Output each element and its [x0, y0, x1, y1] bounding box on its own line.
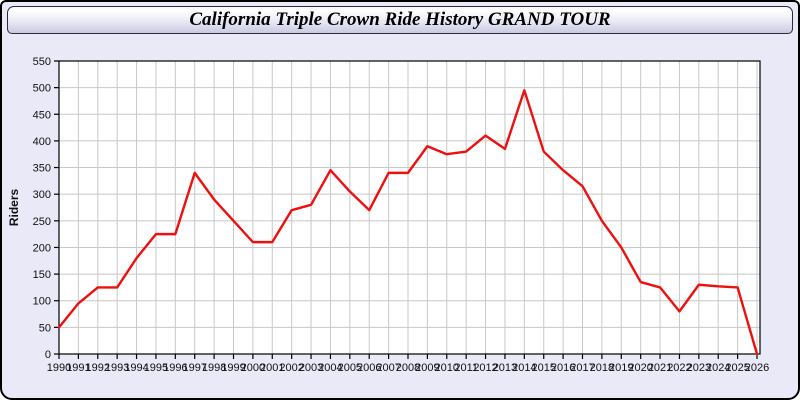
svg-text:2006: 2006	[357, 362, 381, 374]
svg-text:1993: 1993	[105, 362, 129, 374]
gridlines	[59, 60, 760, 354]
svg-text:2002: 2002	[279, 362, 303, 374]
svg-text:2021: 2021	[648, 362, 672, 374]
svg-text:500: 500	[33, 83, 51, 95]
title-bar: California Triple Crown Ride History GRA…	[7, 6, 793, 34]
svg-text:2018: 2018	[590, 362, 614, 374]
svg-text:2013: 2013	[493, 362, 517, 374]
svg-text:2008: 2008	[396, 362, 420, 374]
svg-text:50: 50	[39, 322, 51, 334]
svg-text:1995: 1995	[144, 362, 168, 374]
svg-text:1990: 1990	[47, 362, 71, 374]
svg-text:2025: 2025	[725, 362, 749, 374]
svg-text:400: 400	[33, 136, 51, 148]
svg-text:350: 350	[33, 163, 51, 175]
svg-text:2019: 2019	[609, 362, 633, 374]
svg-text:1996: 1996	[163, 362, 187, 374]
svg-text:2011: 2011	[454, 362, 478, 374]
svg-text:2012: 2012	[473, 362, 497, 374]
svg-text:2000: 2000	[241, 362, 265, 374]
svg-text:2004: 2004	[318, 362, 342, 374]
svg-text:2009: 2009	[415, 362, 439, 374]
svg-text:1998: 1998	[202, 362, 226, 374]
riders-series-line	[57, 89, 759, 356]
axes	[54, 60, 761, 359]
svg-text:300: 300	[33, 189, 51, 201]
y-tick-labels: 0 50 100 150 200 250 300 350 400 450 500 550	[33, 56, 51, 361]
svg-text:2022: 2022	[667, 362, 691, 374]
svg-text:200: 200	[33, 242, 51, 254]
svg-text:550: 550	[33, 56, 51, 68]
svg-text:2014: 2014	[512, 362, 536, 374]
svg-text:1991: 1991	[66, 362, 90, 374]
svg-text:2015: 2015	[531, 362, 555, 374]
svg-text:1997: 1997	[182, 362, 206, 374]
y-axis-label: Riders	[7, 189, 21, 227]
svg-text:0: 0	[45, 349, 51, 361]
svg-text:1994: 1994	[124, 362, 148, 374]
svg-text:2010: 2010	[435, 362, 459, 374]
svg-text:450: 450	[33, 109, 51, 121]
svg-text:2023: 2023	[687, 362, 711, 374]
svg-text:100: 100	[33, 296, 51, 308]
svg-text:150: 150	[33, 269, 51, 281]
svg-text:2024: 2024	[706, 362, 730, 374]
plot-background	[59, 61, 760, 354]
svg-text:2016: 2016	[551, 362, 575, 374]
svg-text:1992: 1992	[86, 362, 110, 374]
page-title: California Triple Crown Ride History GRA…	[189, 9, 611, 30]
svg-text:2017: 2017	[570, 362, 594, 374]
svg-text:2005: 2005	[338, 362, 362, 374]
svg-text:2026: 2026	[745, 362, 769, 374]
x-tick-labels: 1990199119921993199419951996199719981999…	[47, 362, 769, 374]
svg-text:1999: 1999	[221, 362, 245, 374]
svg-text:2003: 2003	[299, 362, 323, 374]
svg-text:250: 250	[33, 216, 51, 228]
svg-text:2001: 2001	[260, 362, 284, 374]
svg-text:2007: 2007	[376, 362, 400, 374]
svg-text:2020: 2020	[628, 362, 652, 374]
